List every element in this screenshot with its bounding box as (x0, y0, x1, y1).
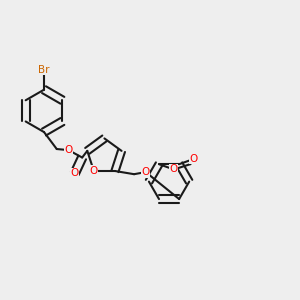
Text: O: O (90, 166, 98, 176)
Text: O: O (142, 167, 150, 177)
Text: O: O (70, 168, 79, 178)
Text: O: O (170, 164, 178, 175)
Text: O: O (190, 154, 198, 164)
Text: O: O (64, 145, 73, 155)
Text: Br: Br (38, 64, 50, 74)
